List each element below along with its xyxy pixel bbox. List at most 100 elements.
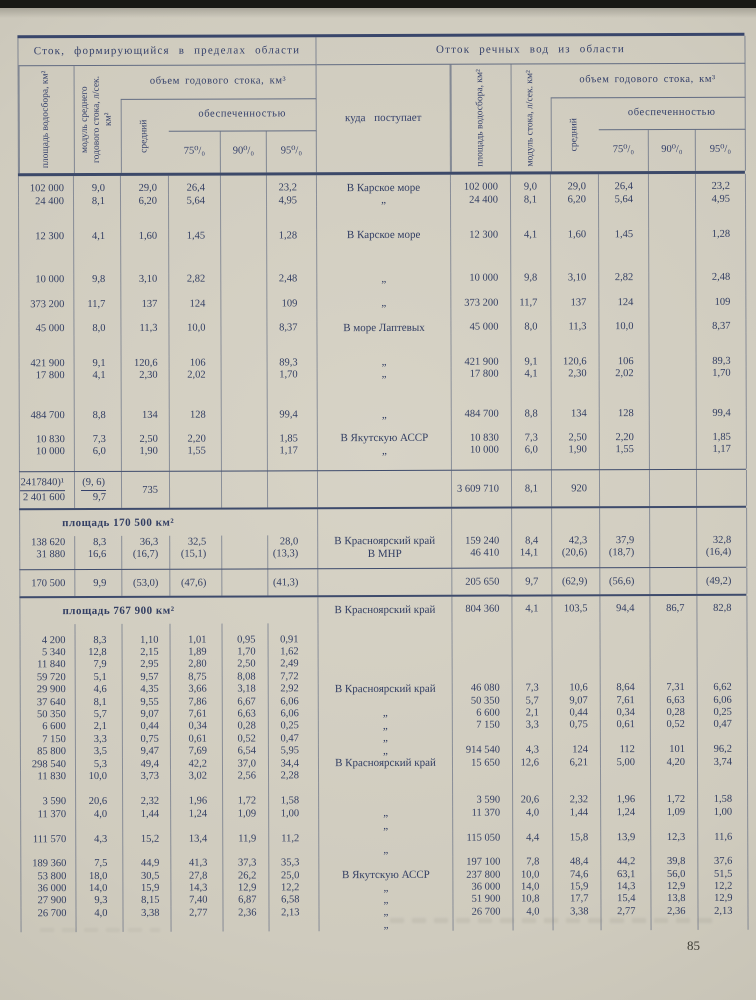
value-cell: 1,45 [599,228,650,241]
value-cell: 15,4 [601,892,652,906]
value-cell: 0,28 [650,706,698,719]
value-cell [512,731,553,745]
value-cell [512,657,553,670]
col-header-p90-left: 90⁰/₀ [220,131,267,173]
value-cell: 124 [169,297,222,311]
destination-cell [317,380,452,409]
value-cell: 36,3 [122,535,171,549]
value-cell: 14,1 [512,546,553,560]
value-cell [76,845,124,858]
value-cell [551,379,600,409]
value-cell: 15,9 [123,882,172,895]
value-cell [121,310,170,323]
value-cell [553,917,602,931]
value-cell: 26 700 [453,905,514,919]
value-cell: 4,3 [76,832,124,846]
value-cell: 137 [121,297,170,311]
value-cell: 6,87 [223,894,270,907]
value-cell: 49,4 [122,757,172,771]
value-cell [513,768,554,782]
value-cell: 7,31 [650,681,698,694]
value-cell [169,334,222,357]
value-cell: 7,40 [171,894,224,907]
value-cell [697,621,748,632]
destination-cell: „ [317,367,452,381]
value-cell: 2,32 [553,793,602,807]
value-cell: 3 590 [21,795,77,809]
value-cell [600,656,651,670]
value-cell [452,508,513,535]
value-cell: 0,34 [600,706,651,719]
value-cell [451,333,512,356]
value-cell [21,845,77,858]
value-cell: 8,64 [600,681,651,695]
value-cell [601,843,652,856]
value-cell [223,782,270,796]
value-cell: 6,21 [552,756,601,769]
value-cell [599,455,650,470]
value-cell: 159 240 [452,534,513,548]
destination-cell [317,284,452,298]
value-cell: 12,3 [651,830,699,844]
value-cell [75,623,123,635]
value-cell: 16,6 [75,548,123,561]
value-cell [452,632,513,646]
value-cell [221,471,269,508]
section-label: площадь 170 500 км² [20,509,319,537]
value-cell: 42,3 [552,534,601,547]
value-cell [650,621,698,633]
value-cell [123,919,172,932]
value-cell [511,420,552,432]
value-cell: 137 [551,296,600,309]
value-cell: 1,96 [171,795,224,808]
value-cell: 6,20 [550,193,600,206]
value-cell [552,622,601,633]
value-cell [169,457,222,471]
value-cell: 14,3 [171,881,224,895]
value-cell: 12 300 [19,230,75,243]
value-cell [121,285,170,298]
value-cell: 10 000 [19,273,75,287]
value-cell: 0,28 [222,720,269,733]
value-cell: 7,72 [268,670,319,683]
left-group-title: Сток, формирующийся в пределах области [18,37,317,67]
destination-cell [319,856,454,870]
value-cell: 7 150 [20,733,76,746]
value-cell [451,284,512,297]
value-cell: 735 [121,472,171,509]
value-cell [553,768,602,782]
value-cell: 8,15 [123,894,172,908]
value-cell: 4,1 [512,596,553,623]
value-cell [696,419,747,431]
value-cell: 7,5 [76,857,124,871]
value-cell [599,470,651,507]
destination-cell [318,694,453,708]
value-cell [76,820,124,833]
value-cell: 24 400 [450,193,512,207]
value-cell [651,780,699,794]
value-cell [19,310,75,323]
value-cell: 4,6 [75,683,123,696]
value-cell: 0,44 [122,720,171,733]
value-cell: 11 370 [21,808,77,821]
spacer-row [18,455,747,472]
value-cell: 1,10 [122,633,171,647]
value-cell: 0,75 [552,718,601,732]
value-cell: 28,0 [268,535,319,548]
destination-cell: „ [318,744,453,758]
value-cell: 2,50 [222,658,269,671]
value-cell: 9,8 [511,272,552,285]
value-cell: 4,95 [695,192,747,206]
value-cell [551,456,600,470]
value-cell: 4,0 [76,807,124,821]
value-cell [650,631,698,645]
value-cell [696,283,747,296]
value-cell [75,560,123,569]
value-cell: 12,6 [512,756,553,769]
value-cell [21,919,77,933]
runoff-table: Сток, формирующийся в пределах области О… [17,32,749,933]
value-cell: 32,5 [170,535,223,549]
value-cell [649,407,697,421]
value-cell [649,443,697,456]
value-cell: 1,17 [267,444,318,458]
